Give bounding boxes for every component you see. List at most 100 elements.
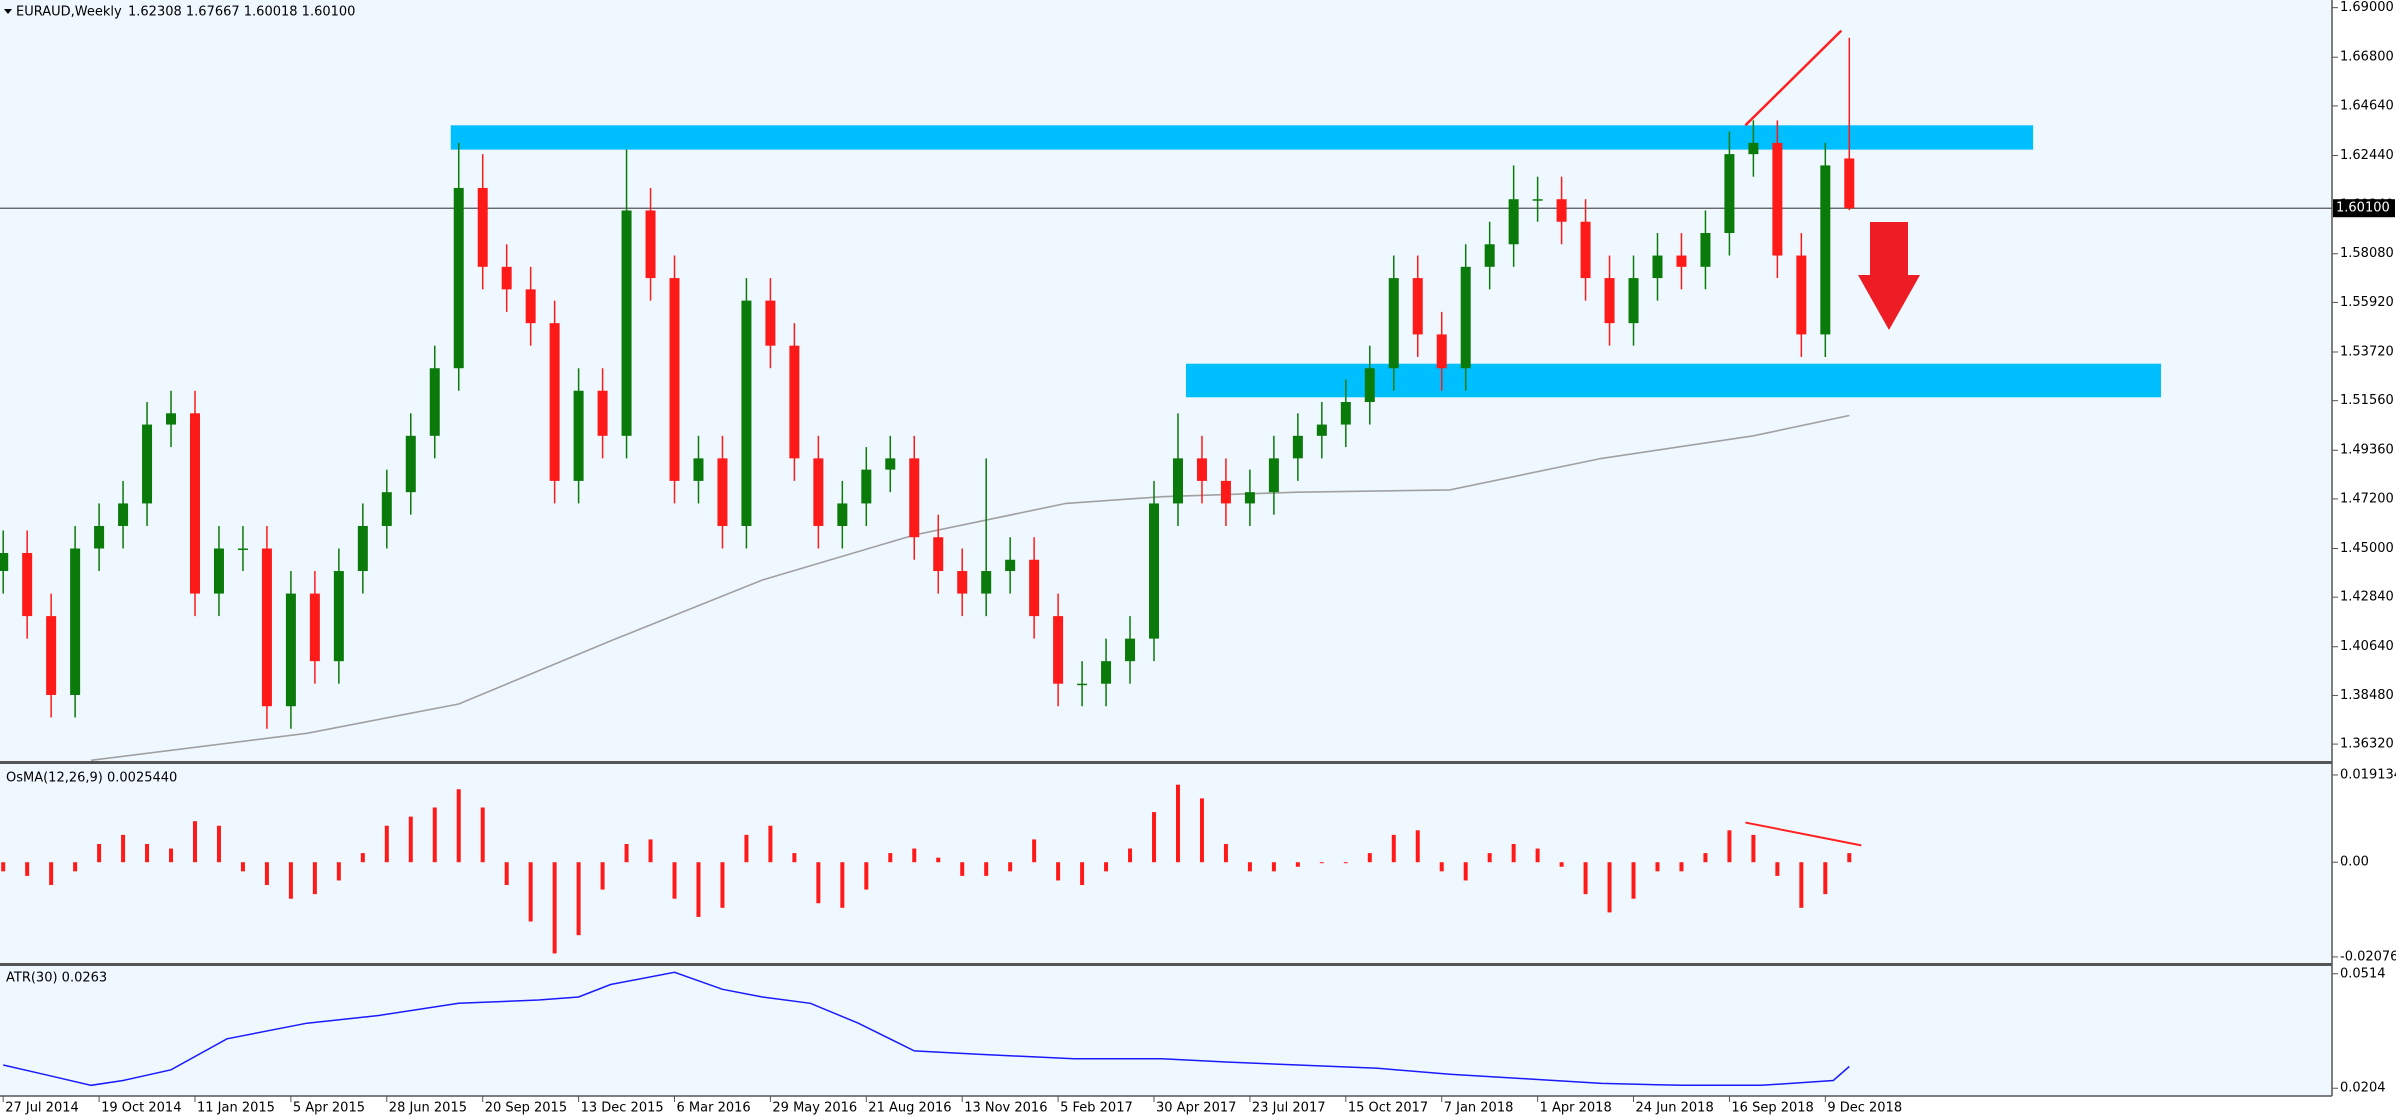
candle-body (0, 553, 9, 572)
osma-bar (768, 825, 773, 863)
osma-bar (73, 862, 78, 872)
axis-background (0, 1096, 2332, 1120)
osma-bar (576, 862, 581, 936)
candle-body (1436, 334, 1447, 369)
candle-body (1556, 199, 1567, 222)
y-tick-label: 1.38480 (2340, 688, 2394, 703)
osma-bar (1175, 784, 1180, 863)
y-tick-label: 1.40640 (2340, 639, 2394, 654)
osma-bar (97, 843, 102, 863)
y-tick-label: 1.58080 (2340, 246, 2394, 261)
candle-body (909, 458, 920, 538)
last-price-box (2333, 199, 2395, 218)
osma-bar (1415, 830, 1420, 863)
candle-body (837, 503, 848, 526)
osma-bar (1056, 862, 1061, 881)
candle-body (1748, 142, 1759, 155)
y-tick-label: 1.69000 (2340, 0, 2394, 15)
osma-bar (1583, 862, 1588, 895)
candle-body (1005, 559, 1016, 572)
x-tick-label: 16 Sep 2018 (1731, 1101, 1813, 1116)
x-tick-label: 5 Apr 2015 (293, 1101, 365, 1116)
candle-body (1077, 683, 1088, 686)
osma-bar (552, 862, 557, 954)
x-tick-label: 11 Jan 2015 (197, 1101, 275, 1116)
candle-body (1460, 266, 1471, 369)
atr-line (3, 971, 1850, 1087)
candle-body (981, 571, 992, 594)
candle-body (1388, 278, 1399, 369)
osma-bar (1751, 834, 1756, 863)
osma-bar (504, 862, 509, 886)
candle-body (813, 458, 824, 526)
candle-body (717, 458, 728, 526)
candle-body (1316, 424, 1327, 436)
osma-bar (312, 862, 317, 895)
osma-bar (1799, 862, 1804, 908)
candle-body (261, 548, 272, 707)
candle-body (861, 469, 872, 504)
candle-body (166, 413, 177, 425)
candle-body (765, 300, 776, 346)
osma-bar (145, 843, 150, 863)
candle-body (477, 187, 488, 267)
osma-bar (1679, 862, 1684, 872)
osma-bar (1439, 862, 1444, 872)
candle-body (1652, 255, 1663, 279)
x-tick-label: 1 Apr 2018 (1540, 1101, 1612, 1116)
candle-body (22, 553, 33, 617)
osma-bar (1223, 843, 1228, 863)
osma-bar (1727, 830, 1732, 863)
candle-body (1604, 278, 1615, 324)
x-tick-label: 21 Aug 2016 (868, 1101, 951, 1116)
candle-body (1149, 503, 1160, 639)
osma-bar (1319, 862, 1324, 864)
osma-bar (1343, 862, 1348, 864)
osma-bar (1247, 862, 1252, 872)
candle-body (1029, 559, 1040, 617)
osma-bar (936, 857, 941, 863)
chart-ohlc: 1.62308 1.67667 1.60018 1.60100 (128, 5, 355, 20)
moving-average (91, 414, 1850, 761)
osma-bar (432, 807, 437, 863)
osma-bar (648, 839, 653, 863)
y-tick-label: 0.0514 (2340, 966, 2386, 981)
candle-body (1724, 154, 1735, 234)
x-tick-label: 5 Feb 2017 (1060, 1101, 1133, 1116)
osma-bar (1104, 862, 1109, 872)
candle-body (213, 548, 224, 594)
x-tick-label: 27 Jul 2014 (5, 1101, 79, 1116)
y-tick-label: 1.49360 (2340, 443, 2394, 458)
osma-bar (528, 862, 533, 922)
candle-body (1196, 458, 1207, 481)
osma-bar (216, 825, 221, 863)
y-tick-label: 1.36320 (2340, 737, 2394, 752)
osma-bar (696, 862, 701, 917)
x-tick-label: 13 Dec 2015 (581, 1101, 664, 1116)
candle-body (118, 503, 129, 526)
x-tick-label: 28 Jun 2015 (389, 1101, 467, 1116)
osma-bar (169, 848, 174, 863)
x-tick-label: 13 Nov 2016 (964, 1101, 1047, 1116)
candle-body (1844, 158, 1855, 209)
y-tick-label: 0.0191341 (2340, 767, 2396, 782)
down-arrow (1858, 222, 1920, 330)
osma-bar (1487, 853, 1492, 863)
x-tick-label: 6 Mar 2016 (677, 1101, 751, 1116)
osma-bar (744, 834, 749, 863)
candle-body (957, 571, 968, 594)
osma-bar (816, 862, 821, 904)
candle-body (94, 525, 105, 549)
y-tick-label: 0.00 (2340, 855, 2369, 870)
osma-bar (456, 789, 461, 863)
candle-body (237, 548, 248, 550)
x-tick-label: 15 Oct 2017 (1348, 1101, 1428, 1116)
osma-bar (1775, 862, 1780, 876)
osma-bar (1391, 834, 1396, 863)
osma-bar (960, 862, 965, 876)
osma-bar (1199, 798, 1204, 863)
pane (0, 29, 2332, 761)
menu-arrow[interactable] (4, 9, 12, 14)
